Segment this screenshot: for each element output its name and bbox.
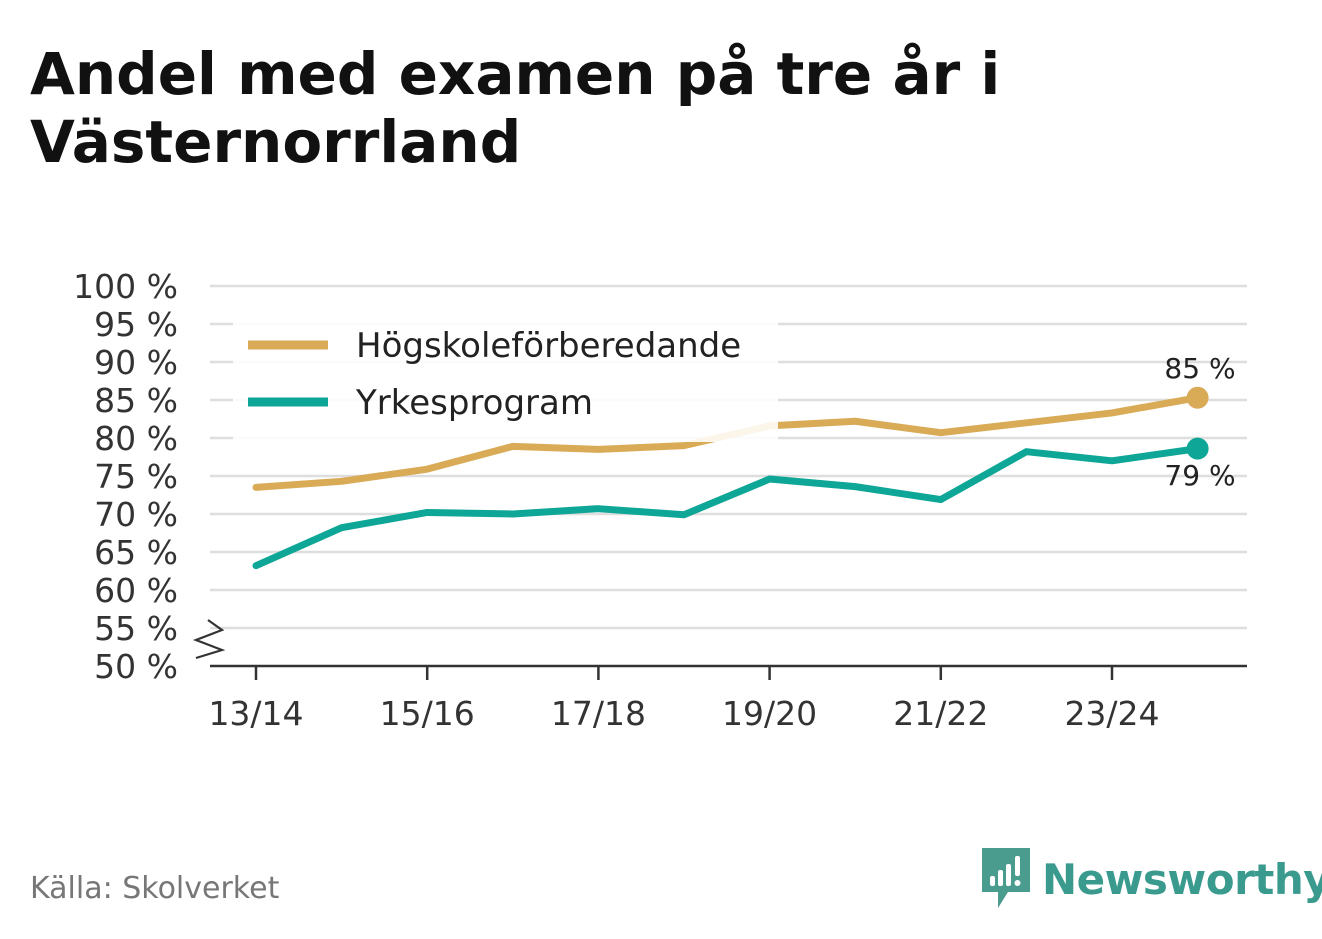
brand-name: Newsworthy: [1042, 854, 1322, 904]
brand-logo: Newsworthy: [982, 848, 1322, 910]
x-axis-ticks: 13/14 15/16 17/18 19/20 21/22 23/24: [208, 666, 1160, 733]
series-end-markers: [1186, 386, 1209, 460]
chart-title: Andel med examen på tre år i Västernorrl…: [30, 40, 1001, 176]
y-tick-label: 50 %: [94, 647, 178, 686]
y-tick-label: 100 %: [73, 267, 178, 306]
y-tick-label: 60 %: [94, 571, 178, 610]
x-tick-label: 19/20: [722, 694, 817, 733]
end-label-hogskoleforberedande: 85 %: [1164, 352, 1235, 385]
source-note: Källa: Skolverket: [30, 871, 280, 906]
x-tick-label: 13/14: [208, 694, 303, 733]
y-tick-label: 55 %: [94, 609, 178, 648]
x-tick-label: 23/24: [1064, 694, 1159, 733]
y-tick-label: 65 %: [94, 533, 178, 572]
x-tick-label: 21/22: [893, 694, 988, 733]
legend-label-yrkesprogram: Yrkesprogram: [355, 383, 593, 423]
y-axis-break-mark: [192, 619, 226, 660]
legend: Högskoleförberedande Yrkesprogram: [233, 322, 778, 442]
y-tick-label: 90 %: [94, 343, 178, 382]
y-axis-tick-labels: 100 %95 %90 %85 %80 %75 %70 %65 %60 %55 …: [73, 267, 178, 686]
y-tick-label: 80 %: [94, 419, 178, 458]
legend-label-hogskoleforberedande: Högskoleförberedande: [356, 326, 741, 366]
series-line-yrkesprogram: [252, 445, 1202, 570]
x-tick-label: 17/18: [551, 694, 646, 733]
y-tick-label: 70 %: [94, 495, 178, 534]
end-marker-yrkesprogram: [1186, 437, 1209, 460]
newsworthy-bar-chart-icon: [982, 848, 1030, 908]
end-label-yrkesprogram: 79 %: [1164, 459, 1235, 492]
y-tick-label: 85 %: [94, 381, 178, 420]
end-marker-hogskoleforberedande: [1186, 386, 1209, 409]
y-tick-label: 95 %: [94, 305, 178, 344]
y-tick-label: 75 %: [94, 457, 178, 496]
x-tick-label: 15/16: [380, 694, 475, 733]
